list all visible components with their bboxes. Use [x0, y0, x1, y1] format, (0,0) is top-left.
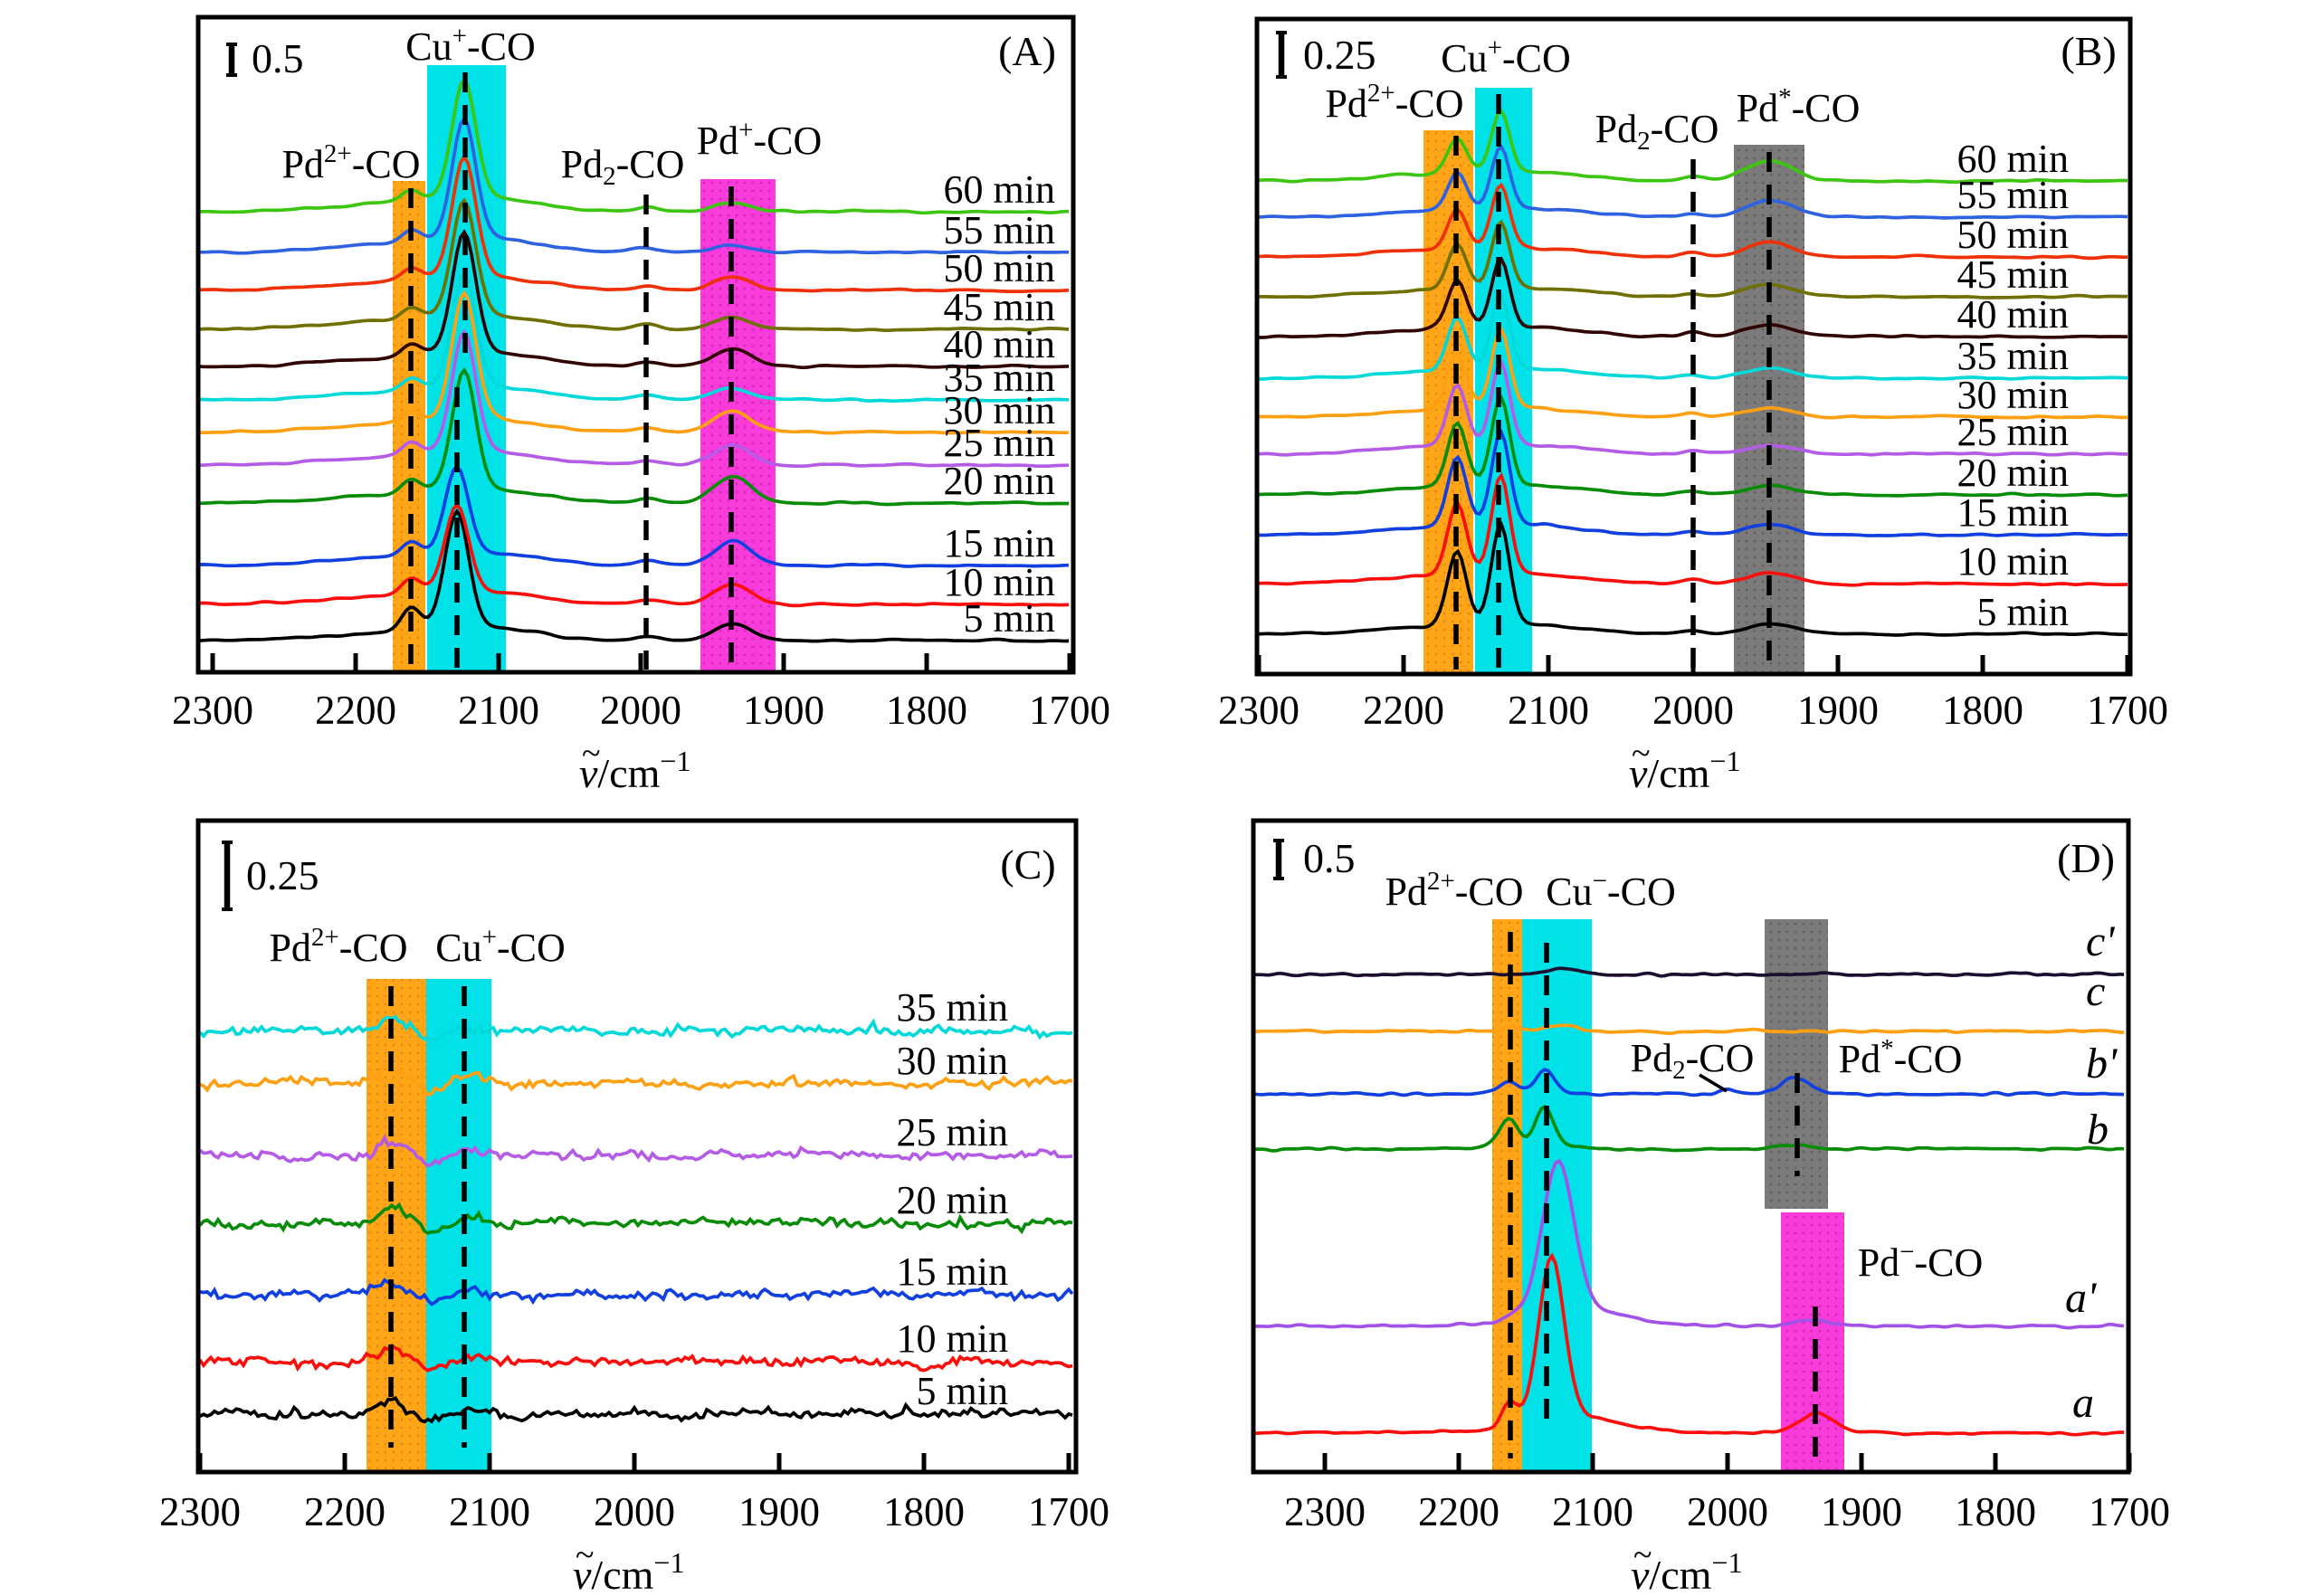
svg-text:0.25: 0.25: [246, 852, 319, 898]
svg-text:2000: 2000: [594, 1489, 675, 1534]
svg-text:(A): (A): [998, 28, 1056, 74]
svg-text:Cu+​-CO: Cu+​-CO: [405, 22, 536, 69]
svg-text:Pd2​-CO: Pd2​-CO: [1631, 1036, 1755, 1085]
svg-text:60 min: 60 min: [1957, 137, 2069, 181]
svg-text:ν/cm−1: ν/cm−1: [573, 1546, 684, 1596]
svg-text:1900: 1900: [743, 688, 824, 733]
svg-text:b: b: [2087, 1106, 2109, 1154]
svg-text:Pd*​-CO: Pd*​-CO: [1839, 1034, 1963, 1081]
svg-text:(D): (D): [2057, 835, 2115, 881]
svg-text:15 min: 15 min: [897, 1249, 1008, 1294]
svg-text:Cu−​-CO: Cu−​-CO: [1546, 867, 1676, 914]
svg-text:Pd2+​-CO: Pd2+​-CO: [269, 923, 407, 970]
svg-text:35 min: 35 min: [944, 356, 1055, 400]
svg-text:~: ~: [1632, 735, 1651, 773]
svg-text:2100: 2100: [1552, 1489, 1633, 1534]
svg-text:40 min: 40 min: [944, 322, 1055, 366]
svg-text:55 min: 55 min: [1957, 173, 2069, 217]
svg-text:15 min: 15 min: [944, 521, 1055, 565]
svg-text:1700: 1700: [2087, 688, 2168, 733]
svg-text:c': c': [2086, 917, 2115, 965]
svg-text:c: c: [2086, 967, 2105, 1015]
svg-text:1800: 1800: [1942, 688, 2023, 733]
svg-text:55 min: 55 min: [944, 208, 1055, 252]
svg-text:Pd*​-CO: Pd*​-CO: [1737, 83, 1861, 130]
svg-text:40 min: 40 min: [1957, 292, 2069, 337]
svg-text:50 min: 50 min: [944, 246, 1055, 290]
svg-text:a': a': [2065, 1274, 2097, 1322]
svg-text:35 min: 35 min: [897, 985, 1008, 1030]
svg-text:25 min: 25 min: [944, 421, 1055, 465]
svg-text:10 min: 10 min: [897, 1316, 1008, 1361]
svg-text:Pd2​-CO: Pd2​-CO: [1595, 107, 1719, 156]
svg-text:(C): (C): [1000, 841, 1055, 888]
svg-text:0.25: 0.25: [1303, 32, 1376, 78]
svg-text:35 min: 35 min: [1957, 334, 2069, 378]
svg-text:2300: 2300: [1218, 688, 1300, 733]
svg-text:ν/cm−1: ν/cm−1: [1629, 745, 1740, 796]
svg-text:Pd−​-CO: Pd−​-CO: [1858, 1238, 1984, 1285]
svg-text:1700: 1700: [2089, 1489, 2170, 1534]
svg-text:2200: 2200: [1363, 688, 1444, 733]
svg-text:2300: 2300: [159, 1489, 241, 1534]
svg-text:Cu+​-CO: Cu+​-CO: [1441, 33, 1571, 81]
svg-text:2200: 2200: [304, 1489, 386, 1534]
svg-text:1800: 1800: [883, 1489, 965, 1534]
svg-text:25 min: 25 min: [1957, 410, 2069, 454]
svg-text:5 min: 5 min: [964, 596, 1055, 641]
svg-text:1700: 1700: [1028, 1489, 1109, 1534]
svg-text:2200: 2200: [1418, 1489, 1499, 1534]
svg-text:1800: 1800: [1955, 1489, 2036, 1534]
svg-text:2300: 2300: [172, 688, 253, 733]
svg-text:~: ~: [1633, 1536, 1652, 1574]
svg-text:10 min: 10 min: [944, 560, 1055, 604]
svg-text:(B): (B): [2061, 28, 2116, 74]
svg-text:30 min: 30 min: [897, 1039, 1008, 1083]
svg-text:10 min: 10 min: [1957, 539, 2069, 584]
svg-text:20 min: 20 min: [897, 1178, 1008, 1222]
svg-text:15 min: 15 min: [1957, 490, 2069, 535]
svg-text:ν/cm−1: ν/cm−1: [579, 745, 690, 796]
svg-text:0.5: 0.5: [252, 35, 304, 81]
svg-text:2100: 2100: [458, 688, 539, 733]
svg-text:60 min: 60 min: [944, 167, 1055, 212]
svg-text:ν/cm−1: ν/cm−1: [1631, 1546, 1742, 1596]
svg-text:1900: 1900: [1797, 688, 1879, 733]
svg-text:1900: 1900: [738, 1489, 820, 1534]
svg-text:b': b': [2086, 1040, 2118, 1088]
svg-text:Pd2+​-CO: Pd2+​-CO: [281, 139, 420, 186]
svg-text:Cu+​-CO: Cu+​-CO: [435, 923, 566, 970]
svg-text:25 min: 25 min: [897, 1110, 1008, 1154]
svg-text:~: ~: [582, 735, 601, 773]
svg-text:5 min: 5 min: [917, 1369, 1008, 1413]
svg-text:2300: 2300: [1284, 1489, 1366, 1534]
svg-text:~: ~: [576, 1536, 595, 1574]
svg-text:30 min: 30 min: [1957, 373, 2069, 417]
svg-text:2000: 2000: [1687, 1489, 1768, 1534]
svg-text:20 min: 20 min: [944, 459, 1055, 503]
svg-text:2000: 2000: [600, 688, 681, 733]
svg-text:1800: 1800: [886, 688, 967, 733]
svg-text:0.5: 0.5: [1303, 835, 1356, 881]
svg-text:2200: 2200: [315, 688, 396, 733]
svg-text:45 min: 45 min: [1957, 252, 2069, 297]
svg-text:Pd2​-CO: Pd2​-CO: [561, 142, 685, 191]
svg-text:2000: 2000: [1652, 688, 1734, 733]
svg-text:1700: 1700: [1029, 688, 1110, 733]
svg-text:2100: 2100: [1508, 688, 1589, 733]
svg-text:5 min: 5 min: [1977, 590, 2069, 634]
svg-text:2100: 2100: [449, 1489, 530, 1534]
svg-text:45 min: 45 min: [944, 285, 1055, 329]
svg-text:50 min: 50 min: [1957, 213, 2069, 257]
svg-text:30 min: 30 min: [944, 388, 1055, 432]
svg-text:Pd2+​-CO: Pd2+​-CO: [1385, 867, 1523, 914]
svg-text:Pd+​-CO: Pd+​-CO: [697, 116, 823, 163]
svg-text:20 min: 20 min: [1957, 451, 2069, 495]
svg-text:1900: 1900: [1821, 1489, 1902, 1534]
svg-text:a: a: [2072, 1379, 2094, 1427]
svg-text:Pd2+​-CO: Pd2+​-CO: [1325, 79, 1463, 126]
